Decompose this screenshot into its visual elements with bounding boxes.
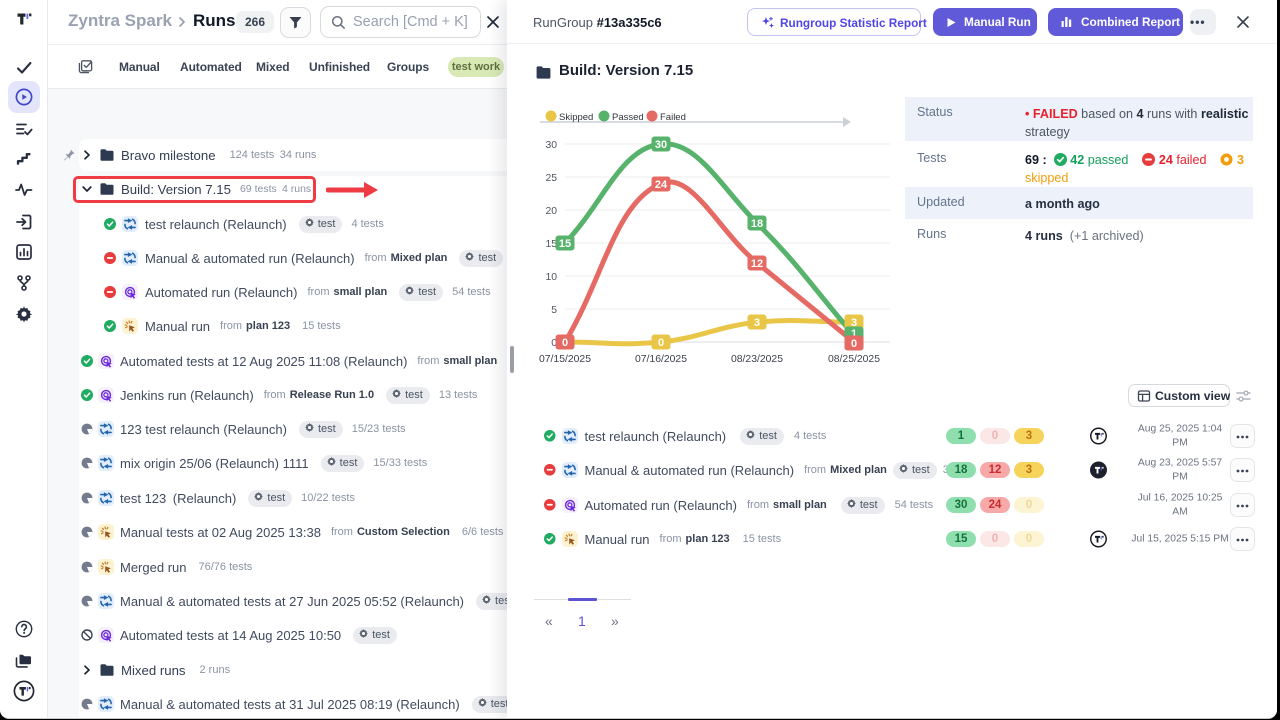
svg-text:0: 0 xyxy=(658,337,664,349)
svg-text:07/16/2025: 07/16/2025 xyxy=(635,354,687,365)
svg-text:0: 0 xyxy=(851,338,857,350)
svg-text:10: 10 xyxy=(545,272,557,283)
svg-text:24: 24 xyxy=(655,179,668,191)
svg-text:3: 3 xyxy=(851,317,857,329)
svg-text:07/15/2025: 07/15/2025 xyxy=(539,354,591,365)
svg-text:20: 20 xyxy=(545,206,557,217)
svg-text:0: 0 xyxy=(562,337,568,349)
svg-text:3: 3 xyxy=(754,317,760,329)
svg-text:5: 5 xyxy=(551,305,557,316)
svg-text:0: 0 xyxy=(551,338,557,349)
svg-text:30: 30 xyxy=(545,140,557,151)
svg-text:08/25/2025: 08/25/2025 xyxy=(828,354,880,365)
svg-text:15: 15 xyxy=(545,239,557,250)
svg-text:Failed: Failed xyxy=(660,112,686,123)
svg-text:30: 30 xyxy=(655,139,667,151)
svg-text:1: 1 xyxy=(851,328,857,340)
svg-text:18: 18 xyxy=(751,218,763,230)
svg-text:25: 25 xyxy=(545,173,557,184)
svg-text:15: 15 xyxy=(559,238,571,250)
svg-text:08/23/2025: 08/23/2025 xyxy=(731,354,783,365)
svg-text:Skipped: Skipped xyxy=(559,112,593,123)
svg-text:12: 12 xyxy=(751,258,763,270)
svg-text:Passed: Passed xyxy=(612,112,644,123)
